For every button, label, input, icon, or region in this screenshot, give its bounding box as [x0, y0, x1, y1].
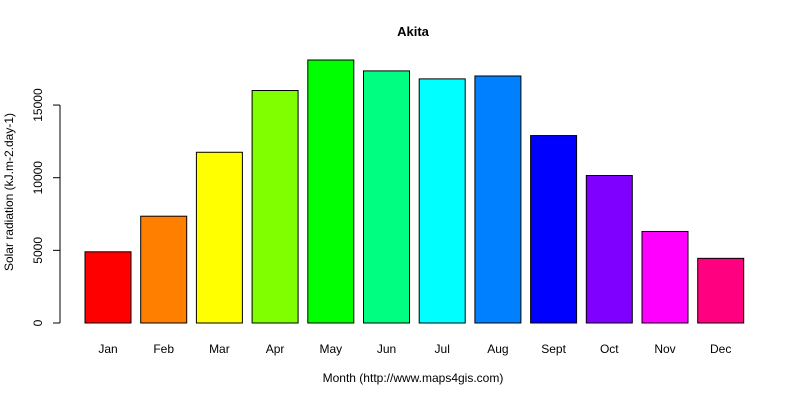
y-axis-label: Solar radiation (kJ.m-2.day-1) [2, 113, 16, 271]
bar-jul [418, 78, 466, 324]
bar-jan [84, 251, 132, 324]
x-tick-label: Aug [487, 342, 508, 356]
x-tick-labels: Jan Feb Mar Apr May Jun Jul Aug Sept Oct Nov Dec [98, 342, 731, 356]
chart-title: Akita [397, 24, 430, 39]
x-tick-label: Dec [710, 342, 731, 356]
bar-apr [251, 90, 299, 324]
x-tick-label: Jun [377, 342, 396, 356]
x-tick-label: Jan [98, 342, 117, 356]
x-tick-label: Jul [435, 342, 450, 356]
x-tick-label: Nov [654, 342, 675, 356]
x-tick-label: Oct [600, 342, 619, 356]
x-tick-label: May [319, 342, 342, 356]
x-tick-label: Feb [153, 342, 174, 356]
bars-group [84, 59, 745, 324]
y-tick-label: 10000 [31, 161, 45, 195]
y-tick-label: 0 [31, 319, 45, 326]
y-axis: 0 5000 10000 15000 [31, 88, 61, 326]
bar-dec [697, 257, 745, 324]
x-tick-label: Sept [541, 342, 566, 356]
x-tick-label: Mar [209, 342, 230, 356]
bar-oct [585, 175, 633, 324]
x-tick-label: Apr [266, 342, 285, 356]
bar-may [307, 59, 355, 324]
bar-nov [641, 230, 689, 324]
bar-jun [363, 70, 410, 324]
bar-aug [474, 75, 522, 324]
y-tick-label: 5000 [31, 237, 45, 264]
bar-sept [530, 135, 578, 324]
bar-feb [140, 215, 188, 324]
y-tick-label: 15000 [31, 88, 45, 122]
bar-mar [195, 151, 243, 324]
x-axis-label: Month (http://www.maps4gis.com) [323, 371, 504, 385]
